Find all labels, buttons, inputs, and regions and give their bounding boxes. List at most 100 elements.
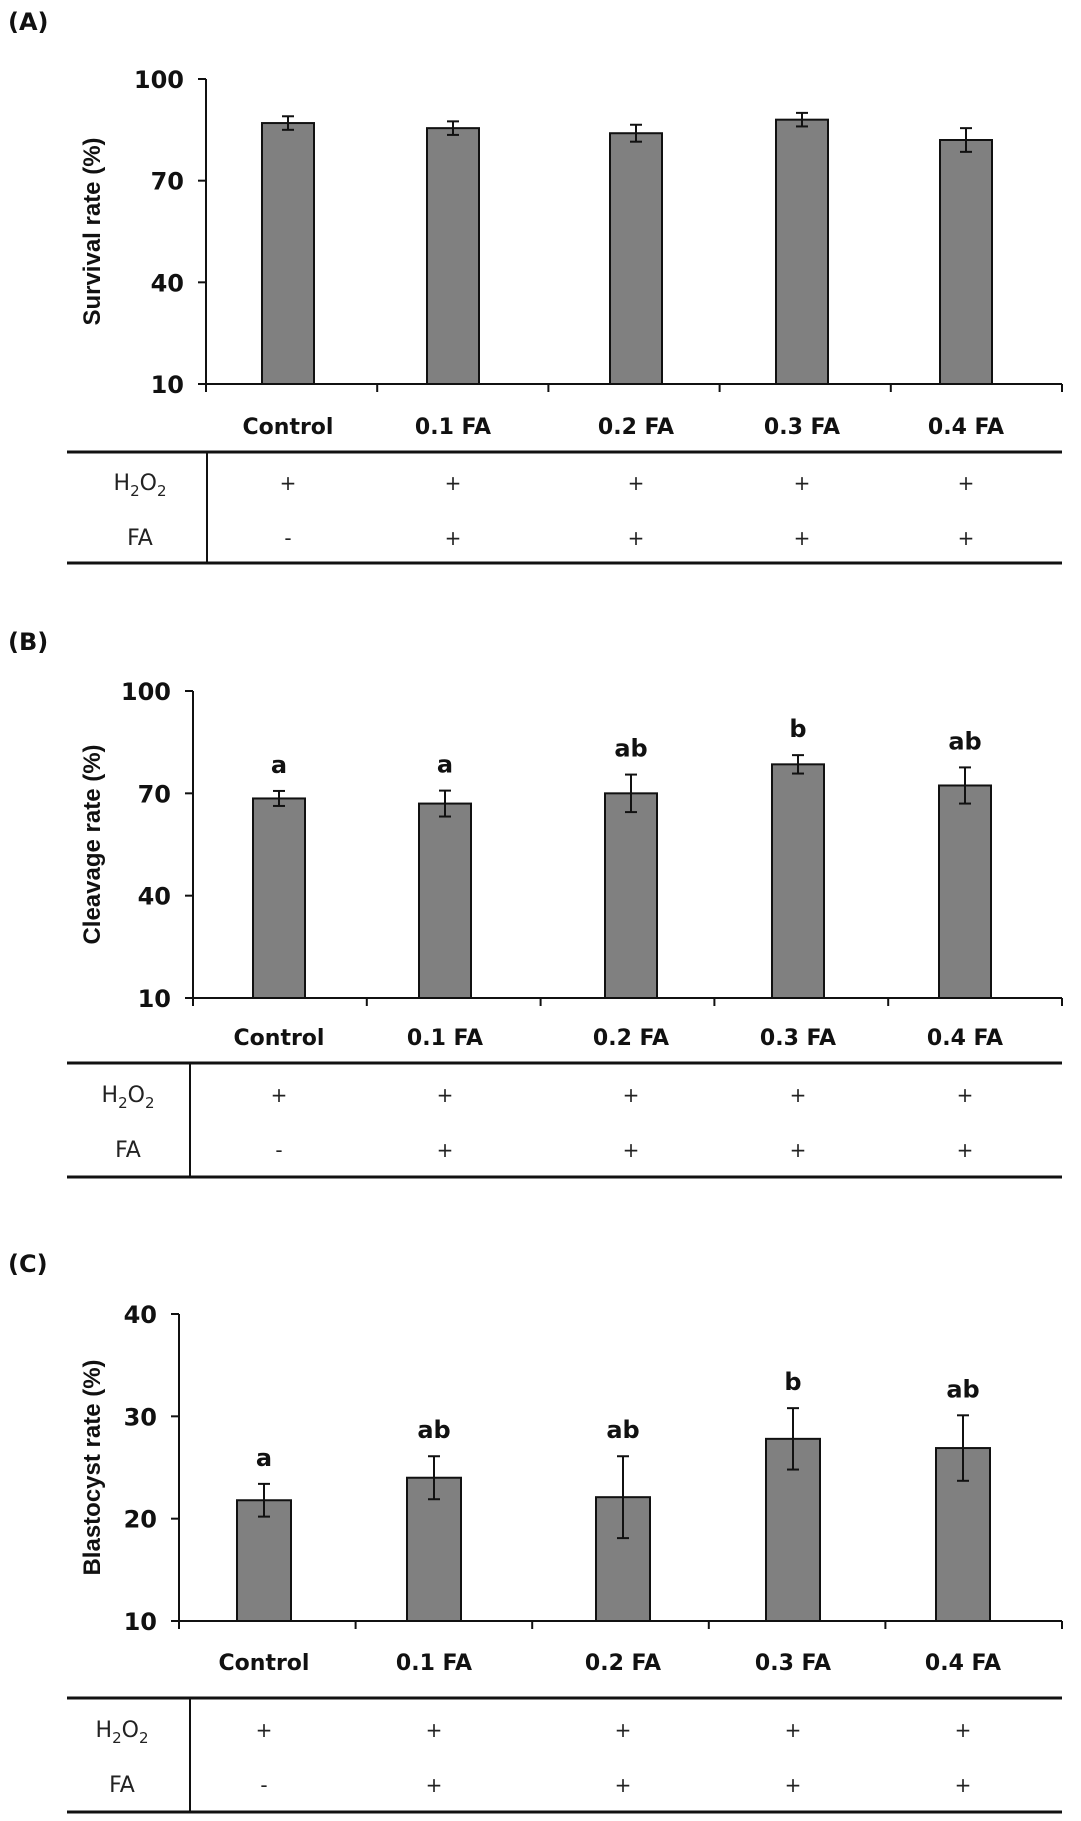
table-cell: + — [958, 526, 975, 550]
bar-2 — [406, 1476, 462, 1622]
y-axis-label: Survival rate (%) — [79, 137, 106, 325]
y-tick-label: 30 — [124, 1403, 157, 1431]
chart-panel-c: (C) Blastocyst rate (%) 10 20 30 40 a Control ab… — [8, 1250, 1063, 1814]
subscript: 2 — [118, 1094, 128, 1112]
table-cell: + — [615, 1718, 632, 1742]
significance-label: a — [256, 1444, 272, 1472]
category-label: 0.1 FA — [396, 1651, 472, 1676]
formula-text: O — [140, 471, 157, 496]
significance-label: ab — [417, 1416, 450, 1444]
chart-panel-b: (B) Cleavage rate (%) 10 40 70 100 a Control a 0.… — [8, 628, 1063, 1179]
table-cell: - — [284, 526, 291, 550]
y-tick-label: 40 — [124, 1301, 157, 1329]
category-label: 0.1 FA — [407, 1026, 483, 1051]
bar-1 — [261, 122, 315, 386]
bar-5 — [939, 139, 993, 385]
table-cell: + — [790, 1083, 807, 1107]
category-label: Control — [219, 1651, 310, 1676]
y-axis-label: Cleavage rate (%) — [79, 744, 106, 944]
category-label: 0.4 FA — [925, 1651, 1001, 1676]
subscript: 2 — [112, 1729, 122, 1747]
category-label: 0.4 FA — [928, 415, 1004, 440]
table-cell: + — [437, 1138, 454, 1162]
table-cell: + — [955, 1773, 972, 1797]
table-cell: + — [623, 1083, 640, 1107]
table-cell: + — [280, 471, 297, 495]
formula-text: O — [128, 1083, 145, 1108]
category-label: 0.3 FA — [760, 1026, 836, 1051]
significance-label: b — [784, 1368, 801, 1396]
chart-panel-a: (A) Survival rate (%) 10 40 70 100 Control 0.1 … — [8, 8, 1063, 565]
table-cell: + — [437, 1083, 454, 1107]
row-label-fa: FA — [115, 1138, 141, 1163]
table-cell: + — [955, 1718, 972, 1742]
category-label: 0.4 FA — [927, 1026, 1003, 1051]
y-tick-label: 10 — [124, 1608, 157, 1636]
table-cell: + — [794, 471, 811, 495]
bar-4 — [775, 118, 829, 386]
row-label-h2o2: H2O2 — [96, 1718, 149, 1747]
table-cell: + — [615, 1773, 632, 1797]
table-cell: + — [785, 1773, 802, 1797]
table-cell: - — [275, 1138, 282, 1162]
category-label: Control — [243, 415, 334, 440]
table-cell: + — [445, 526, 462, 550]
y-tick-label: 100 — [134, 66, 184, 94]
subscript: 2 — [139, 1729, 149, 1747]
y-tick-label: 10 — [151, 371, 184, 399]
table-cell: + — [790, 1138, 807, 1162]
table-cell: + — [785, 1718, 802, 1742]
y-tick-label: 100 — [121, 678, 171, 706]
table-cell: + — [957, 1138, 974, 1162]
significance-label: ab — [606, 1416, 639, 1444]
significance-label: b — [789, 715, 806, 743]
table-cell: + — [426, 1718, 443, 1742]
significance-label: ab — [948, 727, 981, 755]
table-cell: + — [623, 1138, 640, 1162]
table-cell: + — [957, 1083, 974, 1107]
y-axis-label: Blastocyst rate (%) — [79, 1359, 106, 1575]
significance-label: a — [271, 751, 287, 779]
subscript: 2 — [145, 1094, 155, 1112]
y-tick-label: 40 — [138, 883, 171, 911]
panel-label: (A) — [8, 8, 49, 36]
bar-5 — [938, 784, 992, 1000]
row-label-fa: FA — [109, 1773, 135, 1798]
bar-1 — [252, 797, 306, 1000]
category-label: 0.2 FA — [598, 415, 674, 440]
bar-3 — [609, 132, 663, 385]
bar-2 — [418, 802, 472, 999]
y-tick-label: 10 — [138, 985, 171, 1013]
category-label: 0.3 FA — [755, 1651, 831, 1676]
category-label: 0.1 FA — [415, 415, 491, 440]
y-tick-label: 70 — [138, 780, 171, 808]
y-tick-label: 20 — [124, 1506, 157, 1534]
panel-label: (B) — [8, 628, 48, 656]
formula-text: O — [122, 1718, 139, 1743]
subscript: 2 — [157, 482, 167, 500]
table-cell: + — [271, 1083, 288, 1107]
subscript: 2 — [130, 482, 140, 500]
formula-text: H — [102, 1083, 119, 1108]
y-tick-label: 70 — [151, 168, 184, 196]
significance-label: a — [437, 751, 453, 779]
bar-3 — [604, 792, 658, 999]
table-cell: + — [958, 471, 975, 495]
table-cell: + — [256, 1718, 273, 1742]
formula-text: H — [114, 471, 131, 496]
significance-label: ab — [946, 1375, 979, 1403]
row-label-h2o2: H2O2 — [114, 471, 167, 500]
row-label-fa: FA — [127, 526, 153, 551]
panel-label: (C) — [8, 1250, 48, 1278]
y-tick-label: 40 — [151, 269, 184, 297]
table-cell: + — [794, 526, 811, 550]
table-cell: + — [628, 526, 645, 550]
row-label-h2o2: H2O2 — [102, 1083, 155, 1112]
table-cell: + — [628, 471, 645, 495]
category-label: 0.2 FA — [585, 1651, 661, 1676]
bar-2 — [426, 127, 480, 385]
category-label: Control — [234, 1026, 325, 1051]
table-cell: + — [445, 471, 462, 495]
category-label: 0.2 FA — [593, 1026, 669, 1051]
